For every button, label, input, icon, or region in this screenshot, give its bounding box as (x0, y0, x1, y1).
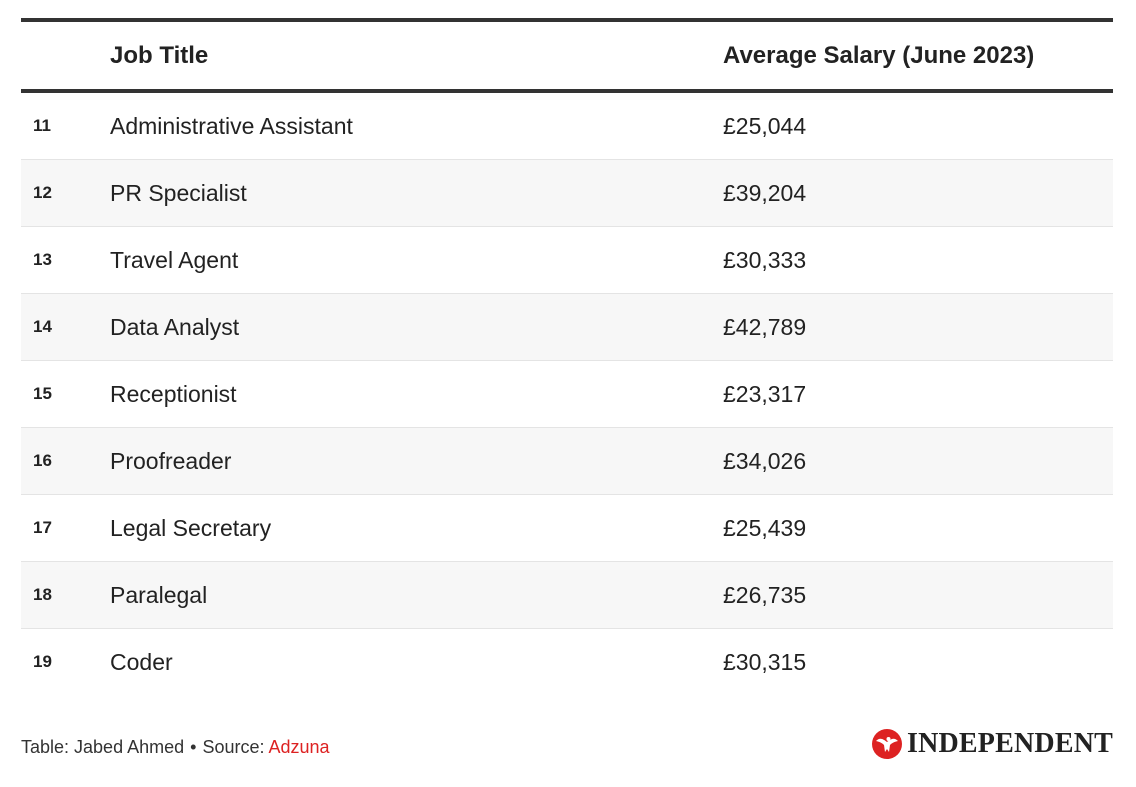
salary-cell: £42,789 (723, 313, 807, 340)
salary-cell: £25,044 (723, 112, 807, 139)
job-title-cell: Legal Secretary (110, 514, 272, 541)
salary-cell: £39,204 (723, 179, 807, 206)
salary-table: Job Title Average Salary (June 2023) 11 … (21, 18, 1113, 695)
job-title-column-header: Job Title (110, 41, 209, 69)
rank-cell: 13 (33, 250, 52, 269)
job-title-cell: Travel Agent (110, 246, 239, 273)
salary-cell: £25,439 (723, 514, 807, 541)
table-row: 11 Administrative Assistant £25,044 (21, 91, 1113, 160)
brand-name: INDEPENDENT (906, 728, 1113, 759)
rank-column-header (21, 20, 110, 91)
job-title-cell: Receptionist (110, 380, 237, 407)
rank-cell: 19 (33, 652, 52, 671)
salary-cell: £30,315 (723, 648, 807, 675)
rank-cell: 14 (33, 317, 52, 336)
salary-cell: £26,735 (723, 581, 807, 608)
footer-separator: • (190, 737, 197, 757)
job-title-cell: PR Specialist (110, 179, 247, 206)
table-row: 18 Paralegal £26,735 (21, 561, 1113, 629)
table-row: 19 Coder £30,315 (21, 629, 1113, 696)
author-credit: Table: Jabed Ahmed (21, 737, 185, 757)
salary-cell: £30,333 (723, 246, 807, 273)
salary-cell: £34,026 (723, 447, 807, 474)
rank-cell: 18 (33, 585, 52, 604)
table-row: 12 PR Specialist £39,204 (21, 159, 1113, 227)
eagle-icon (871, 729, 902, 759)
job-title-cell: Paralegal (110, 581, 208, 608)
job-title-cell: Coder (110, 648, 173, 675)
rank-cell: 11 (33, 116, 51, 135)
table-row: 16 Proofreader £34,026 (21, 427, 1113, 495)
table-row: 13 Travel Agent £30,333 (21, 227, 1113, 294)
table-row: 17 Legal Secretary £25,439 (21, 495, 1113, 562)
rank-cell: 17 (33, 518, 52, 537)
rank-cell: 12 (33, 183, 52, 202)
source-link[interactable]: Adzuna (268, 737, 330, 757)
salary-cell: £23,317 (723, 380, 807, 407)
salary-column-header: Average Salary (June 2023) (723, 41, 1035, 69)
job-title-cell: Proofreader (110, 447, 232, 474)
table-row: 14 Data Analyst £42,789 (21, 293, 1113, 361)
rank-cell: 16 (33, 451, 52, 470)
job-title-cell: Data Analyst (110, 313, 240, 340)
table-row: 15 Receptionist £23,317 (21, 361, 1113, 428)
table-footer: Table: Jabed Ahmed • Source: Adzuna (21, 737, 330, 758)
salary-table-container: Job Title Average Salary (June 2023) 11 … (21, 18, 1113, 695)
table-header-row: Job Title Average Salary (June 2023) (21, 20, 1113, 91)
rank-cell: 15 (33, 384, 52, 403)
source-label: Source: (202, 737, 265, 757)
brand-logo[interactable]: INDEPENDENT (871, 728, 1113, 760)
job-title-cell: Administrative Assistant (110, 112, 353, 139)
